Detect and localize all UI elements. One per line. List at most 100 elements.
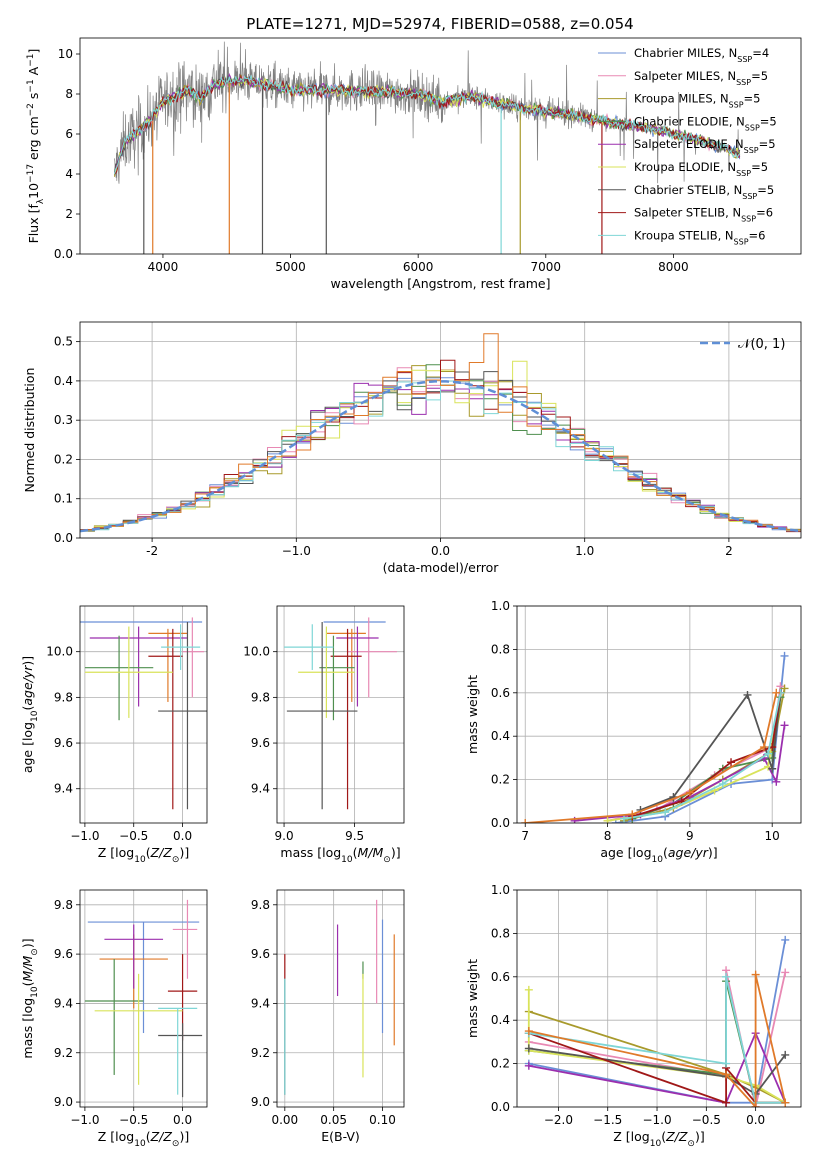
y-tick-label: 9.4	[54, 782, 73, 796]
weight-marker	[722, 1059, 731, 1068]
y-tick-label: 0.8	[491, 642, 510, 656]
y-axis-label: age [log10(age/yr)]	[20, 656, 40, 773]
model-spectrum-line	[114, 75, 740, 175]
y-axis-label: mass weight	[465, 959, 480, 1038]
weight-marker	[524, 1061, 533, 1070]
y-tick-label: 9.4	[251, 782, 270, 796]
grid	[517, 889, 801, 1108]
y-axis-label: mass weight	[465, 675, 480, 754]
x-axis-label: Z [log10(Z/Z⊙)]	[613, 1129, 704, 1149]
y-tick-label: 9.4	[54, 996, 73, 1010]
mass-vs-ebv-panel: 0.00 0.05 0.10 9.0 9.2 9.4 9.6 9.8 E(B-V)	[251, 889, 405, 1144]
y-tick-label: 0.2	[491, 1057, 510, 1071]
y-tick-label: 1.0	[491, 599, 510, 613]
x-tick-label: 0.0	[746, 1113, 765, 1127]
axes-frame	[79, 37, 802, 255]
y-tick-label: 9.2	[251, 1046, 270, 1060]
weight-line	[528, 1030, 787, 1104]
x-tick-label: −0.5	[119, 1113, 148, 1127]
x-tick-label: 9.5	[345, 829, 364, 843]
normal-pdf-curve	[80, 380, 799, 533]
x-axis-label: (data-model)/error	[383, 560, 500, 575]
legend-label: Chabrier STELIB, NSSP=5	[634, 183, 774, 201]
y-tick-label: 9.6	[54, 947, 73, 961]
plot-area	[80, 617, 207, 810]
y-tick-label: 0.0	[491, 1100, 510, 1114]
plot-area	[80, 333, 801, 533]
y-tick-label: 9.8	[54, 898, 73, 912]
y-tick-label: 0.2	[54, 452, 73, 466]
x-tick-label: 5000	[275, 260, 306, 274]
legend-label: Kroupa ELODIE, NSSP=5	[634, 160, 768, 178]
axes-frame	[79, 605, 208, 824]
x-tick-label: 7000	[531, 260, 562, 274]
weight-marker	[727, 758, 736, 767]
axes-frame	[79, 321, 802, 539]
x-tick-label: 9.0	[275, 829, 294, 843]
y-tick-label: 0.2	[491, 773, 510, 787]
y-tick-label: 0.0	[54, 247, 73, 261]
mass-vs-metallicity-panel: −1.0 −0.5 0.0 9.0 9.2 9.4 9.6 9.8 Z [log10(Z/Z⊙)…	[20, 889, 208, 1149]
y-tick-label: 9.8	[54, 690, 73, 704]
weight-marker	[768, 764, 777, 773]
age-vs-metallicity-panel: −1.0 −0.5 0.0 9.4 9.6 9.8 10.0 Z [log10(Z/Z⊙)] a…	[20, 605, 208, 865]
x-tick-label: 0.10	[369, 1113, 396, 1127]
weight-vs-metallicity-panel: −2.0 −1.5 −1.0 −0.5 0.0 0.0 0.2 0.4 0.6 0.8 1.0 Z […	[465, 883, 802, 1149]
x-tick-label: -2	[146, 544, 158, 558]
x-axis-label: age [log10(age/yr)]	[600, 845, 717, 865]
weight-marker	[722, 972, 731, 981]
residual-histogram-panel: -2 −1.0 0.0 1.0 2 0.0 0.1 0.2 0.3 0.4 0.5 (data-mod…	[22, 321, 802, 575]
plot-area	[521, 651, 789, 823]
legend: Chabrier MILES, NSSP=4 Salpeter MILES, NS…	[598, 46, 777, 246]
weight-line	[631, 696, 782, 820]
weight-marker	[524, 1044, 533, 1053]
grid	[517, 605, 801, 824]
y-tick-label: 9.0	[251, 1095, 270, 1109]
weight-vs-age-panel: 7 8 9 10 0.0 0.2 0.4 0.6 0.8 1.0 age [log10(age/yr…	[465, 599, 802, 865]
plot-area	[284, 617, 397, 810]
weight-marker	[781, 1098, 790, 1107]
weight-marker	[722, 1098, 731, 1107]
y-tick-label: 0.3	[54, 413, 73, 427]
y-tick-label: 0.1	[54, 492, 73, 506]
x-tick-label: 2	[725, 544, 733, 558]
weight-marker	[524, 985, 533, 994]
legend-label: Kroupa STELIB, NSSP=6	[634, 228, 765, 246]
y-tick-label: 9.0	[54, 1095, 73, 1109]
weight-marker	[780, 721, 789, 730]
plot-area	[84, 899, 203, 1098]
y-tick-label: 6	[65, 127, 73, 141]
x-tick-label: 6000	[403, 260, 434, 274]
x-tick-label: −0.5	[692, 1113, 721, 1127]
y-tick-label: 8	[65, 87, 73, 101]
histogram-step-line	[80, 333, 801, 531]
y-tick-label: 0.6	[491, 970, 510, 984]
x-tick-label: −1.0	[70, 829, 99, 843]
axes-frame	[79, 889, 208, 1108]
weight-marker	[521, 819, 530, 823]
x-tick-label: 9	[686, 829, 694, 843]
weight-marker	[718, 779, 727, 788]
weight-marker	[780, 684, 789, 693]
y-tick-label: 0.8	[491, 926, 510, 940]
y-tick-label: 0.4	[491, 1013, 510, 1027]
weight-marker	[620, 814, 629, 823]
y-tick-label: 2	[65, 207, 73, 221]
spectrum-panel: 4000 5000 6000 7000 8000 0.0 2 4 6 8 10 wavelength …	[26, 37, 802, 291]
x-tick-label: −1.0	[282, 544, 311, 558]
x-tick-label: −0.5	[119, 829, 148, 843]
y-tick-label: 0.6	[491, 686, 510, 700]
x-tick-label: −1.5	[593, 1113, 622, 1127]
x-tick-label: −1.0	[70, 1113, 99, 1127]
y-tick-label: 0.4	[54, 374, 73, 388]
weight-marker	[751, 970, 760, 979]
weight-marker	[781, 935, 790, 944]
weight-marker	[764, 749, 773, 758]
weight-marker	[722, 1070, 731, 1079]
weight-marker	[743, 690, 752, 699]
axes-frame	[516, 889, 802, 1108]
x-tick-label: 7	[521, 829, 529, 843]
legend-label: Chabrier MILES, NSSP=4	[634, 46, 769, 64]
y-tick-label: 0.4	[491, 729, 510, 743]
